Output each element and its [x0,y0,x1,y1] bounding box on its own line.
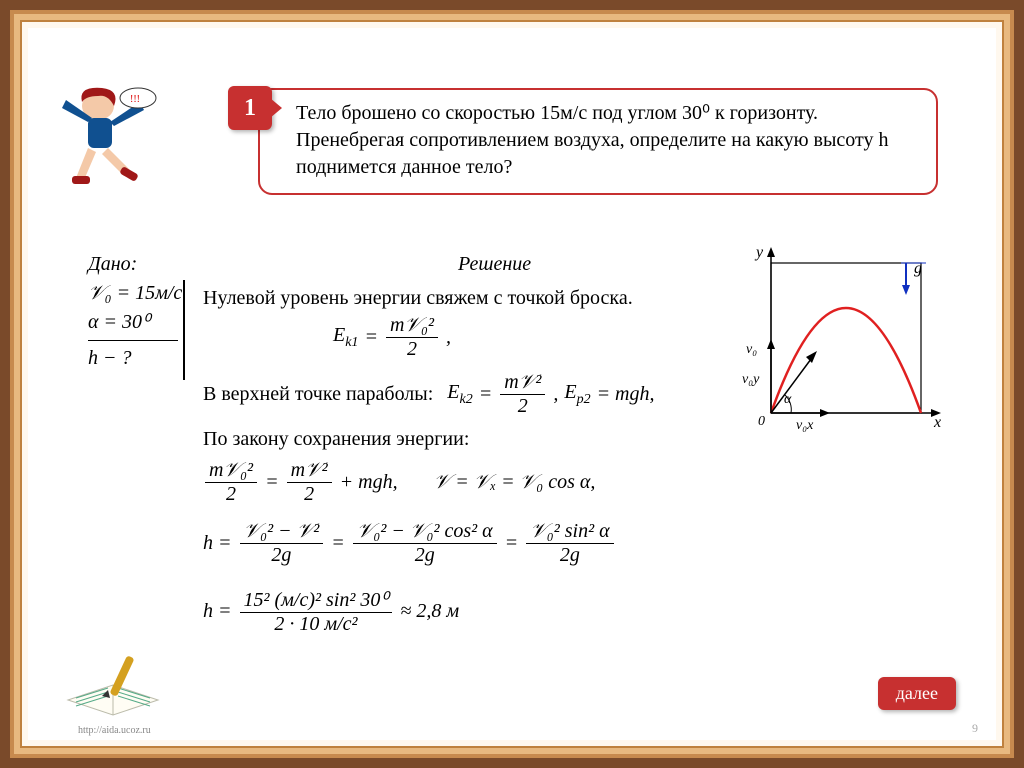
ek2-num: m𝒱² [500,371,545,394]
given-title: Дано: [88,253,182,276]
eq-conservation: m𝒱₀² 2 = m𝒱² 2 + mgh, 𝒱 = 𝒱ₓ = 𝒱₀ cos α, [203,459,763,506]
problem-number: 1 [244,95,256,122]
cons-lhs-num: m𝒱₀² [205,459,257,482]
sol-line3: По закону сохранения энергии: [203,428,763,451]
hnum-num: 15² (м/с)² sin² 30⁰ [240,587,393,612]
page-number: 9 [972,721,978,736]
problem-number-badge: 1 [228,86,272,130]
sol-line1: Нулевой уровень энергии свяжем с точкой … [203,287,763,310]
eq-ek1: Ek1 = m𝒱₀² 2 , [333,314,763,361]
axis-x-label: x [933,414,941,431]
h-lhs: h = [203,532,232,555]
alpha-label: α [784,392,792,407]
solution-body: Нулевой уровень энергии свяжем с точкой … [203,283,763,636]
ek1-den: 2 [386,337,438,361]
comma-1: , [446,326,451,349]
hnum-den: 2 · 10 м/с² [240,612,393,636]
axis-y-label: y [754,244,764,261]
cons-lhs-den: 2 [205,482,257,506]
notebook-illustration [58,640,168,720]
trajectory-diagram: y x g v₀ v₀y v₀x α 0 [736,243,946,443]
h1-den: 2g [240,543,324,567]
h3-den: 2g [526,543,613,567]
given-v0: 𝒱₀ = 15м/с [88,282,182,305]
h1-num: 𝒱₀² − 𝒱² [240,520,324,543]
given-block: Дано: 𝒱₀ = 15м/с α = 30⁰ h − ? [88,253,182,374]
eq-sign-1: = [364,326,378,349]
footer-link[interactable]: http://aida.ucoz.ru [78,725,151,736]
problem-text: Тело брошено со скоростью 15м/с под угло… [296,102,889,178]
ep2-sub: p2 [577,392,591,407]
h2-num: 𝒱₀² − 𝒱₀² cos² α [353,520,497,543]
eq-sign-2: = [479,383,493,406]
sol-line2-row: В верхней точке параболы: Ek2 = m𝒱² 2 , … [203,371,763,418]
ek1-sub: k1 [345,335,358,350]
given-separator [183,280,185,380]
cons-rhs-den: 2 [287,482,332,506]
hnum-res: ≈ 2,8 м [400,600,459,623]
origin-label: 0 [758,414,765,429]
ek2-den: 2 [500,394,545,418]
ek1-E: E [333,324,345,346]
character-illustration: !!! [58,78,178,198]
v0y-label: v₀y [742,372,760,387]
ep2-rhs: = mgh, [597,383,655,406]
eq-sign-3: = [265,471,279,494]
cons-rhs-num: m𝒱² [287,459,332,482]
given-divider [88,340,178,341]
cons-plus: + mgh, [340,471,398,494]
hnum-lhs: h = [203,600,232,623]
svg-text:!!!: !!! [130,94,140,105]
eq-h-derive: h = 𝒱₀² − 𝒱² 2g = 𝒱₀² − 𝒱₀² cos² α 2g = … [203,520,763,567]
ek2-E: E [447,381,459,403]
next-label: далее [896,683,938,703]
h3-num: 𝒱₀² sin² α [526,520,613,543]
v0-label: v₀ [746,342,757,357]
vx-eq: 𝒱 = 𝒱ₓ = 𝒱₀ cos α, [434,471,596,494]
eq-h-numeric: h = 15² (м/с)² sin² 30⁰ 2 · 10 м/с² ≈ 2,… [203,587,763,636]
ek2-sub: k2 [460,392,473,407]
solution-title: Решение [458,253,531,276]
h2-den: 2g [353,543,497,567]
problem-statement: Тело брошено со скоростью 15м/с под угло… [258,88,938,195]
v0x-label: v₀x [796,418,814,433]
ek1-num: m𝒱₀² [386,314,438,337]
ep2-E: E [564,381,576,403]
next-button[interactable]: далее [878,677,956,710]
sol-line2: В верхней точке параболы: [203,383,433,406]
given-find: h − ? [88,347,182,370]
g-arrow-label: g [914,260,922,277]
given-alpha: α = 30⁰ [88,309,182,334]
